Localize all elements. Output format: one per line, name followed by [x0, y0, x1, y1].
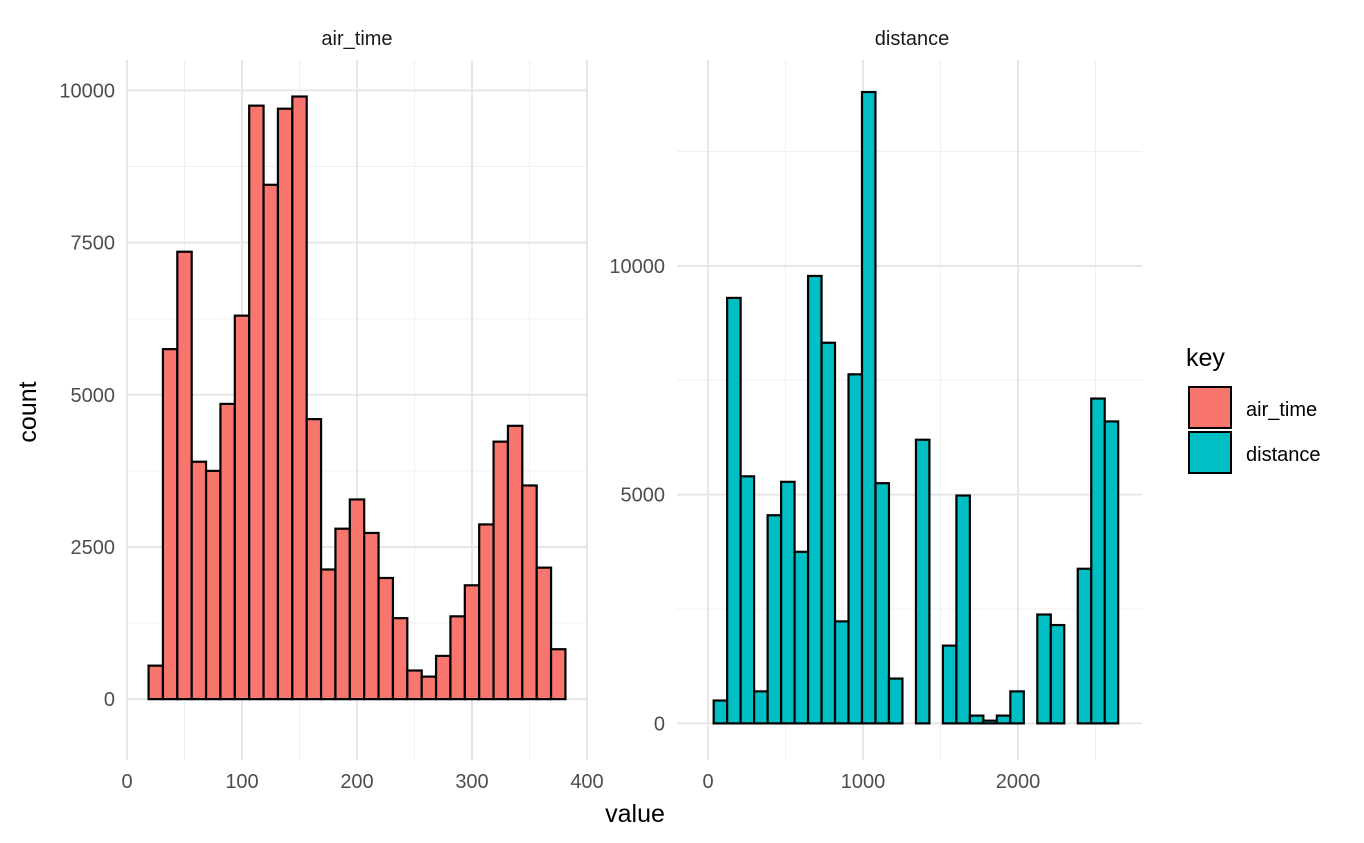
- histogram-bar-distance: [726, 296, 742, 725]
- histogram-bar-air-time: [521, 484, 538, 701]
- y-tick-label: 7500: [71, 233, 116, 255]
- histogram-bar-air-time: [348, 498, 366, 701]
- histogram-bar-distance: [1076, 567, 1093, 725]
- y-axis-title: count: [14, 381, 42, 442]
- histogram-bar-air-time: [204, 469, 222, 701]
- histogram-bar-distance: [1036, 613, 1052, 725]
- histogram-bar-distance: [833, 620, 850, 725]
- histogram-bar-distance: [860, 90, 877, 725]
- histogram-bar-distance: [712, 699, 729, 725]
- x-tick-label: 1000: [841, 771, 886, 793]
- histogram-bar-distance: [941, 644, 958, 725]
- histogram-bar-distance: [1103, 420, 1120, 725]
- histogram-bar-distance: [955, 494, 971, 725]
- histogram-bar-air-time: [377, 576, 395, 701]
- histogram-bar-distance: [874, 482, 891, 725]
- histogram-bar-air-time: [176, 250, 193, 701]
- y-tick-label: 5000: [621, 485, 666, 507]
- histogram-bar-air-time: [535, 566, 553, 701]
- x-tick-label: 0: [121, 771, 132, 793]
- legend: key air_time distance: [1186, 344, 1321, 474]
- histogram-bar-distance: [968, 714, 985, 725]
- y-tick-label: 10000: [609, 256, 665, 278]
- histogram-bar-distance: [995, 714, 1012, 725]
- legend-label-air-time: air_time: [1246, 399, 1317, 421]
- histogram-bar-distance: [847, 373, 864, 725]
- legend-key-distance: [1188, 431, 1232, 474]
- histogram-bar-distance: [982, 719, 998, 725]
- x-tick-label: 400: [570, 771, 603, 793]
- histogram-bar-air-time: [219, 402, 236, 701]
- legend-key-air-time: [1188, 386, 1232, 429]
- legend-label-distance: distance: [1246, 444, 1321, 466]
- histogram-bar-air-time: [434, 654, 452, 701]
- facet-strip-air-time: air_time: [321, 28, 392, 50]
- histogram-bar-air-time: [420, 675, 438, 701]
- histogram-bar-air-time: [248, 104, 265, 701]
- histogram-bar-distance: [1049, 623, 1066, 725]
- histogram-bar-air-time: [463, 584, 481, 701]
- histogram-bar-distance: [779, 480, 796, 725]
- y-tick-label: 2500: [71, 537, 116, 559]
- histogram-bar-air-time: [190, 460, 208, 701]
- x-tick-label: 200: [340, 771, 373, 793]
- histogram-bar-distance: [739, 475, 756, 725]
- histogram-bar-air-time: [549, 648, 567, 701]
- histogram-bar-air-time: [319, 568, 337, 701]
- x-axis-title: value: [605, 800, 665, 828]
- histogram-bar-air-time: [262, 183, 280, 701]
- histogram-bar-distance: [1009, 690, 1025, 725]
- x-tick-label: 2000: [996, 771, 1041, 793]
- histogram-bar-air-time: [147, 664, 165, 701]
- histogram-bar-air-time: [492, 440, 510, 701]
- histogram-bar-air-time: [161, 348, 179, 701]
- histogram-bar-air-time: [506, 424, 524, 701]
- histogram-bar-air-time: [391, 617, 409, 701]
- histogram-bar-distance: [914, 438, 931, 725]
- histogram-bar-air-time: [291, 95, 308, 701]
- histogram-bar-air-time: [334, 527, 351, 701]
- histogram-bar-distance: [793, 550, 810, 725]
- x-tick-label: 300: [455, 771, 488, 793]
- y-tick-label: 5000: [71, 385, 116, 407]
- histogram-bar-distance: [753, 690, 769, 725]
- histogram-bar-distance: [1090, 397, 1106, 725]
- y-tick-label: 10000: [59, 80, 115, 102]
- histogram-bar-distance: [820, 341, 837, 725]
- x-tick-label: 100: [225, 771, 258, 793]
- histogram-bar-air-time: [406, 669, 423, 701]
- histogram-bar-air-time: [478, 523, 495, 701]
- histogram-bar-air-time: [233, 314, 251, 701]
- histogram-bar-distance: [766, 514, 783, 725]
- histogram-bar-air-time: [449, 615, 466, 701]
- histogram-bar-air-time: [305, 418, 323, 701]
- histogram-bar-air-time: [276, 107, 294, 701]
- histogram-bar-distance: [887, 677, 904, 725]
- facet-panel-air-time: 0 100 200 300 400 0 2500 5000 7500 10000: [59, 60, 604, 793]
- legend-title: key: [1186, 344, 1225, 372]
- histogram-bar-air-time: [363, 531, 380, 701]
- facet-strip-distance: distance: [875, 28, 950, 50]
- x-tick-label: 0: [702, 771, 713, 793]
- y-tick-label: 0: [654, 713, 665, 735]
- y-tick-label: 0: [104, 689, 115, 711]
- facet-panel-distance: 0 1000 2000 0 5000 10000: [609, 60, 1142, 793]
- histogram-bar-distance: [806, 274, 823, 725]
